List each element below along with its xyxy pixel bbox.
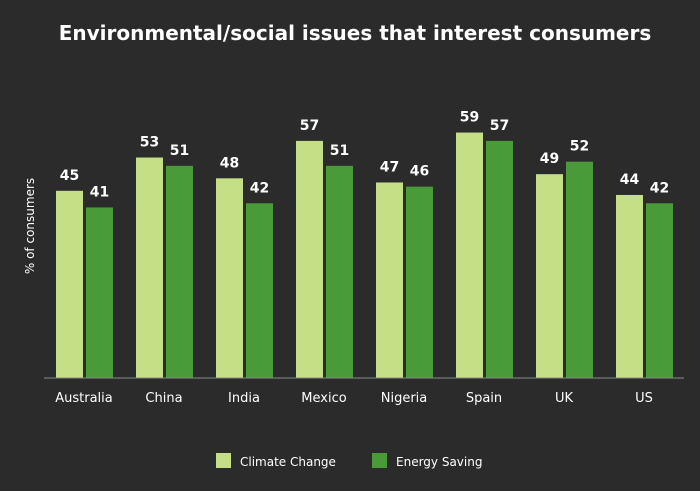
bar-spain-energy-saving xyxy=(486,140,513,378)
bar-nigeria-climate-change xyxy=(376,182,403,378)
bar-mexico-energy-saving xyxy=(326,165,353,378)
x-tick-label-spain: Spain xyxy=(466,391,502,406)
y-axis-label: % of consumers xyxy=(23,178,37,274)
bar-us-climate-change xyxy=(616,194,643,378)
x-tick-label-australia: Australia xyxy=(55,391,113,406)
x-tick-label-china: China xyxy=(145,391,182,406)
bars-group xyxy=(56,132,673,378)
legend-label-climate-change: Climate Change xyxy=(240,455,336,469)
data-label-us-climate-change: 44 xyxy=(620,172,640,188)
bar-india-climate-change xyxy=(216,178,243,378)
bar-mexico-climate-change xyxy=(296,140,323,378)
x-tick-labels-group: Australia China India Mexico Nigeria Spain UK U… xyxy=(55,391,653,406)
x-tick-label-india: India xyxy=(228,391,260,406)
data-label-mexico-climate-change: 57 xyxy=(300,118,319,134)
chart-title: Environmental/social issues that interes… xyxy=(59,21,652,45)
bar-china-climate-change xyxy=(136,157,163,378)
bar-us-energy-saving xyxy=(646,203,673,378)
bar-china-energy-saving xyxy=(166,165,193,378)
x-tick-label-us: US xyxy=(635,391,653,406)
data-label-nigeria-energy-saving: 46 xyxy=(410,164,429,180)
data-label-uk-climate-change: 49 xyxy=(540,151,559,167)
bar-australia-energy-saving xyxy=(86,207,113,378)
bar-spain-climate-change xyxy=(456,132,483,378)
legend-label-energy-saving: Energy Saving xyxy=(396,455,482,469)
data-label-china-energy-saving: 51 xyxy=(170,143,189,159)
legend-swatch-energy-saving xyxy=(372,453,387,468)
data-label-us-energy-saving: 42 xyxy=(650,180,669,196)
data-label-nigeria-climate-change: 47 xyxy=(380,159,399,175)
legend-swatch-climate-change xyxy=(216,453,231,468)
data-label-spain-climate-change: 59 xyxy=(460,110,479,126)
bar-india-energy-saving xyxy=(246,203,273,378)
data-labels-group: 45 41 53 51 48 42 57 51 47 46 59 57 49 52 44 42 xyxy=(60,110,669,201)
data-label-mexico-energy-saving: 51 xyxy=(330,143,349,159)
data-label-australia-energy-saving: 41 xyxy=(90,184,109,200)
x-tick-label-uk: UK xyxy=(555,391,574,406)
data-label-india-climate-change: 48 xyxy=(220,155,239,171)
data-label-australia-climate-change: 45 xyxy=(60,168,79,184)
data-label-india-energy-saving: 42 xyxy=(250,180,269,196)
bar-australia-climate-change xyxy=(56,190,83,378)
x-tick-label-mexico: Mexico xyxy=(301,391,346,406)
x-tick-label-nigeria: Nigeria xyxy=(381,391,428,406)
data-label-china-climate-change: 53 xyxy=(140,135,159,151)
bar-uk-climate-change xyxy=(536,174,563,378)
legend: Climate Change Energy Saving xyxy=(216,453,482,469)
data-label-uk-energy-saving: 52 xyxy=(570,139,589,155)
bar-nigeria-energy-saving xyxy=(406,186,433,378)
bar-uk-energy-saving xyxy=(566,161,593,378)
data-label-spain-energy-saving: 57 xyxy=(490,118,509,134)
